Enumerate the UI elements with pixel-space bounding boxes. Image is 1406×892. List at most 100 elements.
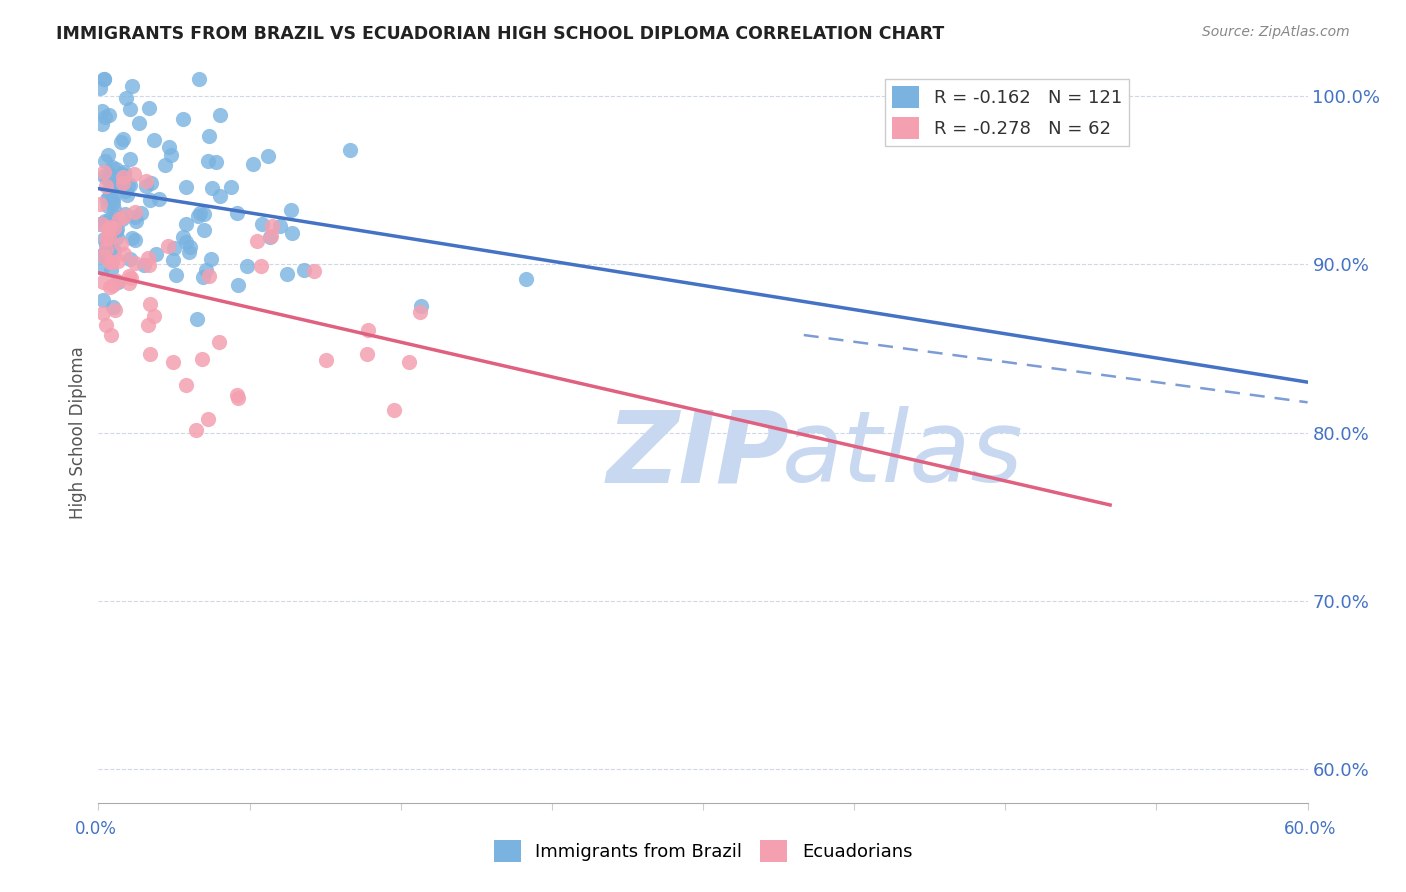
Point [280,202,302,217]
Point [93,165,115,179]
Point [174,378,197,392]
Point [188,72,211,87]
Point [153,158,176,172]
Point [105,222,128,236]
Point [117,178,139,192]
Point [257,149,280,163]
Text: IMMIGRANTS FROM BRAZIL VS ECUADORIAN HIGH SCHOOL DIPLOMA CORRELATION CHART: IMMIGRANTS FROM BRAZIL VS ECUADORIAN HIG… [56,25,945,43]
Point [93,216,115,230]
Point [276,267,298,281]
Point [281,226,304,240]
Text: atlas: atlas [782,407,1024,503]
Point [115,188,138,202]
Point [89,197,111,211]
Point [191,269,214,284]
Point [262,219,284,233]
Point [121,79,143,94]
Point [112,165,135,179]
Point [193,207,215,221]
Point [118,252,141,267]
Point [91,276,114,290]
Point [91,293,114,307]
Point [186,423,208,437]
Point [132,258,155,272]
Point [105,274,128,288]
Point [197,412,219,426]
Point [235,259,257,273]
Point [93,72,115,87]
Point [112,176,135,190]
Point [339,143,361,157]
Point [194,262,217,277]
Point [356,347,378,361]
Point [101,196,124,211]
Point [94,246,117,260]
Point [186,312,208,326]
Point [124,233,146,247]
Point [93,169,115,184]
Point [138,101,160,115]
Point [198,129,221,144]
Point [157,239,180,253]
Point [226,391,249,405]
Point [97,190,120,204]
Point [135,174,157,188]
Point [208,189,231,203]
Point [259,230,281,244]
Point [101,192,124,206]
Point [315,352,337,367]
Text: 0.0%: 0.0% [75,820,117,838]
Point [409,299,432,313]
Point [103,221,125,235]
Point [91,261,114,276]
Point [292,262,315,277]
Point [94,110,117,124]
Point [160,148,183,162]
Point [408,304,430,318]
Point [111,167,134,181]
Point [110,173,132,187]
Point [208,108,231,122]
Point [269,219,291,233]
Point [124,204,146,219]
Point [91,248,114,262]
Point [98,167,121,181]
Point [91,217,114,231]
Y-axis label: High School Diploma: High School Diploma [69,346,87,519]
Point [250,259,273,273]
Point [110,236,132,251]
Point [104,211,127,225]
Point [101,300,124,314]
Point [94,232,117,246]
Point [101,160,124,174]
Point [111,169,134,184]
Point [157,140,180,154]
Point [357,323,380,337]
Point [98,178,121,193]
Point [174,235,197,249]
Point [107,275,129,289]
Point [177,244,200,259]
Point [93,72,115,87]
Point [98,219,121,234]
Point [93,153,115,168]
Point [103,219,125,234]
Point [100,241,122,255]
Point [120,271,142,285]
Point [103,202,125,216]
Point [93,232,115,246]
Point [98,279,121,293]
Point [93,249,115,263]
Point [97,148,120,162]
Point [250,218,273,232]
Point [163,241,186,255]
Point [101,255,124,269]
Point [111,131,134,145]
Point [97,198,120,212]
Point [110,135,132,149]
Point [172,112,194,127]
Point [91,306,114,320]
Point [124,256,146,270]
Point [165,268,187,282]
Point [104,224,127,238]
